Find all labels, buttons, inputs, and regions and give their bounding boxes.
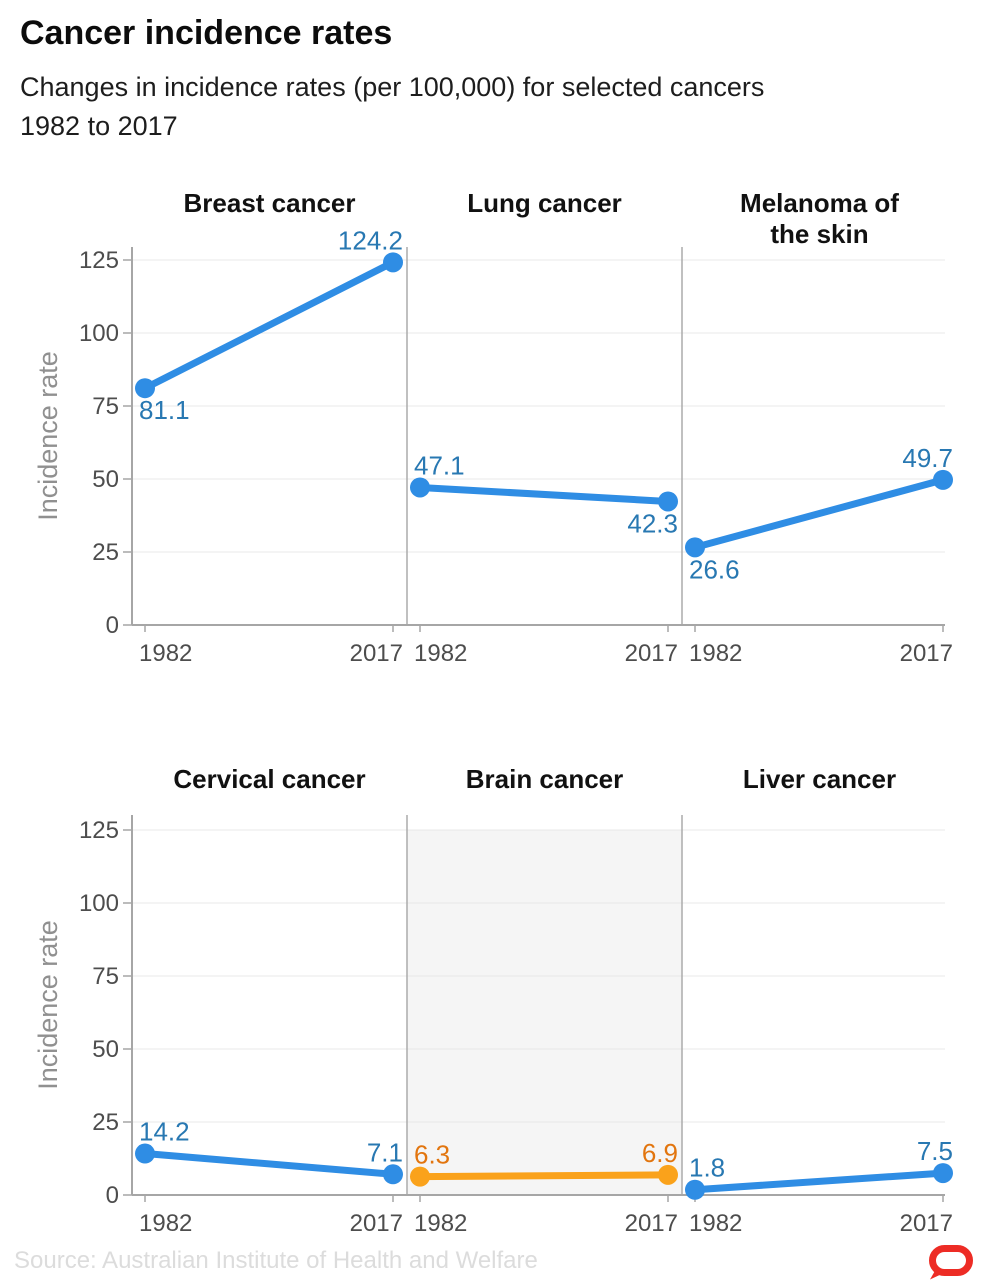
- value-label: 7.5: [917, 1136, 953, 1166]
- y-tick-label: 125: [79, 247, 119, 274]
- data-point: [383, 252, 403, 273]
- value-label: 14.2: [139, 1117, 190, 1147]
- x-tick-label: 1982: [689, 1210, 742, 1237]
- x-tick-label: 1982: [139, 640, 192, 667]
- x-tick-label: 2017: [350, 1210, 403, 1237]
- data-point: [383, 1164, 403, 1185]
- data-point: [685, 1179, 705, 1200]
- data-line: [691, 476, 947, 551]
- data-point: [135, 378, 155, 399]
- value-label: 7.1: [367, 1137, 403, 1167]
- x-tick-label: 2017: [625, 1210, 678, 1237]
- logo-ring: [929, 1245, 973, 1276]
- value-label: 1.8: [689, 1153, 725, 1183]
- y-tick-label: 25: [92, 1109, 119, 1136]
- data-point: [685, 537, 705, 558]
- source-attribution: Source: Australian Institute of Health a…: [14, 1247, 538, 1274]
- y-tick-label: 0: [106, 1182, 119, 1209]
- data-point: [658, 1164, 678, 1185]
- value-label: 47.1: [414, 450, 465, 480]
- highlight-band: [407, 830, 682, 1195]
- x-tick-label: 2017: [350, 640, 403, 667]
- data-point: [410, 477, 430, 498]
- y-tick-label: 75: [92, 963, 119, 990]
- panel-title: Brain cancer: [466, 764, 624, 794]
- data-point: [933, 1163, 953, 1184]
- y-tick-label: 0: [106, 612, 119, 639]
- panel-title: the skin: [770, 219, 868, 249]
- data-point: [410, 1166, 430, 1187]
- the-conversation-logo-icon: [928, 1245, 974, 1280]
- value-label: 6.3: [414, 1140, 450, 1170]
- value-label: 49.7: [902, 443, 953, 473]
- data-line: [141, 1150, 397, 1178]
- y-tick-label: 100: [79, 320, 119, 347]
- value-label: 42.3: [627, 508, 678, 538]
- data-point: [135, 1143, 155, 1164]
- panel-title: Liver cancer: [743, 764, 896, 794]
- panel-title: Lung cancer: [467, 188, 622, 218]
- panel-title: Melanoma of: [740, 188, 899, 218]
- y-tick-label: 125: [79, 817, 119, 844]
- y-tick-label: 75: [92, 393, 119, 420]
- value-label: 26.6: [689, 554, 740, 584]
- panel-title: Breast cancer: [184, 188, 356, 218]
- data-point: [933, 469, 953, 490]
- value-label: 81.1: [139, 395, 190, 425]
- x-tick-label: 1982: [414, 1210, 467, 1237]
- value-label: 6.9: [642, 1138, 678, 1168]
- subtitle-line-2: 1982 to 2017: [20, 111, 178, 141]
- y-tick-label: 25: [92, 539, 119, 566]
- y-axis-title: Incidence rate: [33, 920, 63, 1090]
- data-line: [141, 258, 397, 392]
- x-tick-label: 1982: [414, 640, 467, 667]
- data-point: [658, 491, 678, 512]
- data-line: [416, 483, 672, 505]
- x-tick-label: 2017: [900, 1210, 953, 1237]
- panel-title: Cervical cancer: [173, 764, 365, 794]
- x-tick-label: 2017: [900, 640, 953, 667]
- y-axis-title: Incidence rate: [33, 351, 63, 521]
- y-tick-label: 100: [79, 890, 119, 917]
- value-label: 124.2: [338, 225, 403, 255]
- data-line: [691, 1169, 947, 1194]
- y-tick-label: 50: [92, 1036, 119, 1063]
- x-tick-label: 2017: [625, 640, 678, 667]
- x-tick-label: 1982: [689, 640, 742, 667]
- chart-title: Cancer incidence rates: [20, 14, 393, 52]
- subtitle-line-1: Changes in incidence rates (per 100,000)…: [20, 72, 765, 102]
- data-line: [416, 1171, 672, 1181]
- chart-subtitle: Changes in incidence rates (per 100,000)…: [20, 68, 764, 146]
- x-tick-label: 1982: [139, 1210, 192, 1237]
- y-tick-label: 50: [92, 466, 119, 493]
